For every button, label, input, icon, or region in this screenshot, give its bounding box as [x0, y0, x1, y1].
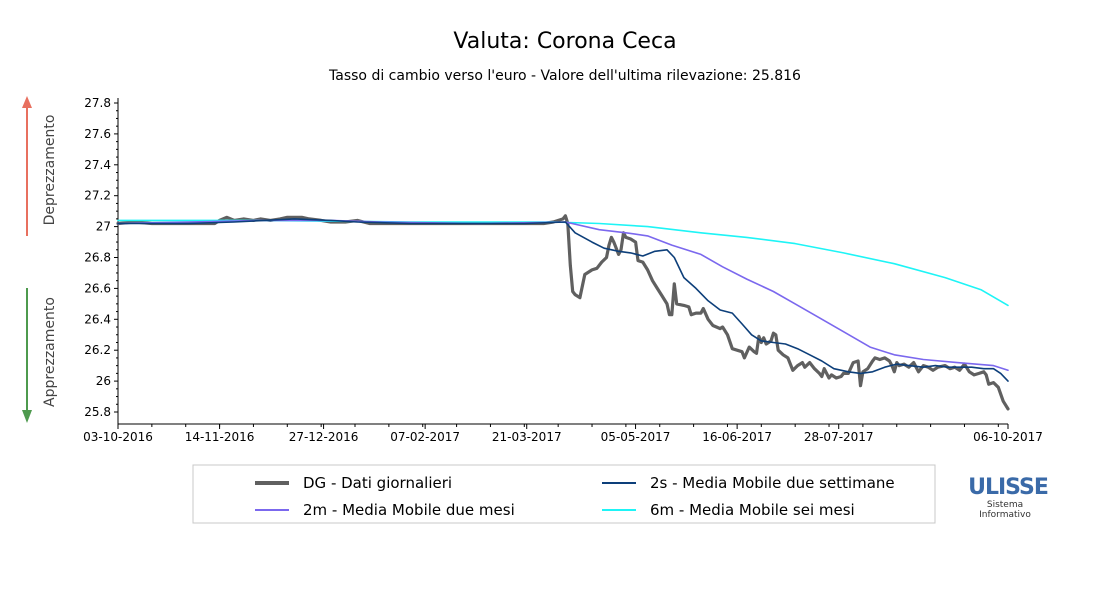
- legend-label-dg: DG - Dati giornalieri: [303, 474, 452, 492]
- appreciation-label: Apprezzamento: [42, 297, 58, 407]
- legend-label-6m: 6m - Media Mobile sei mesi: [650, 501, 855, 519]
- y-tick-label: 27.6: [84, 127, 111, 141]
- depreciation-indicator: Deprezzamento: [22, 96, 58, 236]
- y-tick-label: 26.8: [84, 251, 111, 265]
- x-tick-label: 16-06-2017: [702, 430, 772, 444]
- legend-items: DG - Dati giornalieri 2s - Media Mobile d…: [255, 474, 895, 519]
- y-axis: 27.8 27.6 27.4 27.2 27 26.8 26.6 26.4 26.2 26 25.8: [84, 96, 119, 424]
- depreciation-label: Deprezzamento: [42, 115, 58, 226]
- y-tick-label: 26: [96, 374, 111, 388]
- logo-brand: ULISSE: [968, 475, 1048, 500]
- y-tick-label: 25.8: [84, 405, 111, 419]
- legend: DG - Dati giornalieri 2s - Media Mobile d…: [192, 464, 936, 524]
- chart-title: Valuta: Corona Ceca: [453, 29, 676, 54]
- x-tick-label: 07-02-2017: [390, 430, 460, 444]
- y-tick-label: 26.4: [84, 312, 111, 326]
- series-group: [116, 214, 1010, 411]
- x-axis: 03-10-2016 14-11-2016 27-12-2016 07-02-2017…: [83, 423, 1043, 444]
- y-tick-label: 27.8: [84, 96, 111, 110]
- series-line-2m: [117, 219, 1009, 372]
- y-tick-label: 27.4: [84, 158, 111, 172]
- y-tick-label: 26.2: [84, 343, 111, 357]
- chart-subtitle: Tasso di cambio verso l'euro - Valore de…: [328, 68, 801, 84]
- y-axis-ticks: 27.8 27.6 27.4 27.2 27 26.8 26.6 26.4 26.2 26 25.8: [84, 96, 118, 419]
- x-axis-ticks: 03-10-2016 14-11-2016 27-12-2016 07-02-2017…: [83, 424, 1043, 444]
- x-tick-label: 06-10-2017: [973, 430, 1043, 444]
- y-tick-label: 27: [96, 220, 111, 234]
- ulisse-logo: ULISSE Sistema Informativo: [968, 475, 1049, 520]
- logo-line1: Sistema: [987, 500, 1023, 510]
- legend-label-2s: 2s - Media Mobile due settimane: [650, 474, 895, 492]
- x-tick-label: 28-07-2017: [804, 430, 874, 444]
- series-line-2s: [117, 218, 1009, 382]
- x-tick-label: 14-11-2016: [185, 430, 255, 444]
- x-tick-label: 05-05-2017: [601, 430, 671, 444]
- y-tick-label: 26.6: [84, 281, 111, 295]
- y-tick-label: 27.2: [84, 189, 111, 203]
- appreciation-arrowhead-icon: [22, 410, 32, 423]
- depreciation-arrowhead-icon: [22, 96, 32, 108]
- x-tick-label: 21-03-2017: [492, 430, 562, 444]
- logo-line2: Informativo: [979, 510, 1031, 520]
- series-line-dg: [116, 214, 1010, 411]
- appreciation-indicator: Apprezzamento: [22, 288, 58, 423]
- legend-box: [192, 464, 936, 524]
- legend-label-2m: 2m - Media Mobile due mesi: [303, 501, 515, 519]
- x-tick-label: 03-10-2016: [83, 430, 153, 444]
- series-line-6m: [117, 219, 1009, 307]
- x-tick-label: 27-12-2016: [289, 430, 359, 444]
